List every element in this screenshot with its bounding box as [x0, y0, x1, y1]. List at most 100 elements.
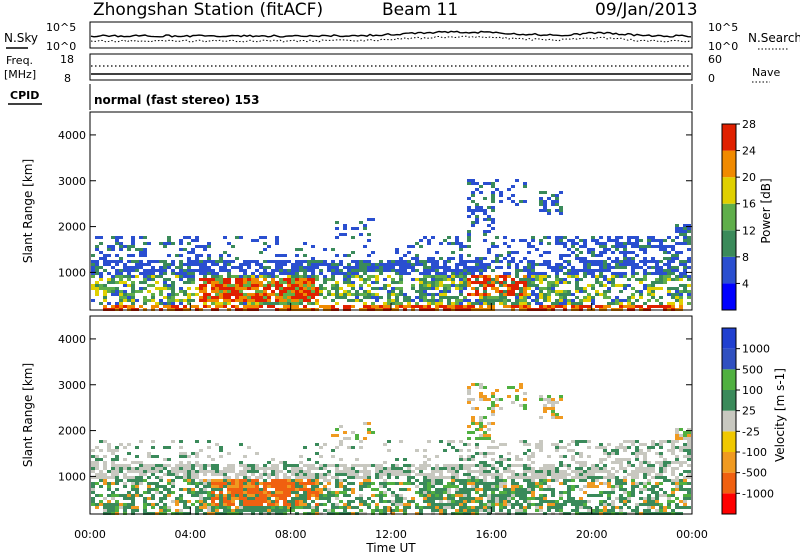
heatmap-cell	[463, 269, 467, 272]
heatmap-cell	[479, 482, 483, 485]
heatmap-cell	[423, 269, 427, 272]
heatmap-cell	[215, 482, 219, 485]
heatmap-cell	[167, 509, 171, 512]
heatmap-cell	[287, 506, 291, 509]
heatmap-cell	[643, 260, 647, 263]
heatmap-cell	[475, 209, 479, 212]
heatmap-cell	[139, 482, 143, 485]
heatmap-cell	[607, 281, 611, 284]
heatmap-cell	[95, 461, 99, 464]
heatmap-cell	[415, 260, 419, 263]
heatmap-cell	[679, 461, 683, 464]
heatmap-cell	[639, 470, 643, 473]
heatmap-cell	[603, 305, 607, 308]
heatmap-cell	[407, 305, 411, 308]
heatmap-cell	[631, 452, 635, 455]
heatmap-cell	[131, 500, 135, 503]
heatmap-cell	[271, 494, 275, 497]
heatmap-cell	[263, 284, 267, 287]
heatmap-cell	[543, 488, 547, 491]
heatmap-cell	[571, 242, 575, 245]
heatmap-cell	[563, 482, 567, 485]
heatmap-cell	[351, 299, 355, 302]
heatmap-cell	[475, 407, 479, 410]
heatmap-cell	[399, 257, 403, 260]
heatmap-cell	[683, 506, 687, 509]
heatmap-cell	[571, 440, 575, 443]
heatmap-cell	[679, 242, 683, 245]
heatmap-cell	[251, 278, 255, 281]
heatmap-cell	[275, 491, 279, 494]
heatmap-cell	[423, 263, 427, 266]
heatmap-cell	[447, 497, 451, 500]
heatmap-cell	[551, 494, 555, 497]
heatmap-cell	[583, 440, 587, 443]
heatmap-cell	[607, 236, 611, 239]
heatmap-cell	[447, 266, 451, 269]
heatmap-cell	[131, 269, 135, 272]
heatmap-cell	[127, 506, 131, 509]
heatmap-cell	[419, 491, 423, 494]
heatmap-cell	[271, 491, 275, 494]
heatmap-cell	[567, 467, 571, 470]
heatmap-cell	[479, 293, 483, 296]
heatmap-cell	[211, 482, 215, 485]
heatmap-cell	[395, 305, 399, 308]
heatmap-cell	[399, 494, 403, 497]
heatmap-cell	[315, 260, 319, 263]
heatmap-cell	[315, 299, 319, 302]
heatmap-cell	[523, 281, 527, 284]
heatmap-cell	[107, 302, 111, 305]
heatmap-cell	[603, 296, 607, 299]
heatmap-cell	[147, 299, 151, 302]
heatmap-cell	[467, 215, 471, 218]
heatmap-cell	[323, 467, 327, 470]
heatmap-cell	[639, 482, 643, 485]
heatmap-cell	[119, 242, 123, 245]
heatmap-cell	[575, 278, 579, 281]
heatmap-cell	[435, 281, 439, 284]
heatmap-cell	[375, 278, 379, 281]
heatmap-cell	[279, 479, 283, 482]
heatmap-cell	[679, 251, 683, 254]
heatmap-cell	[251, 488, 255, 491]
heatmap-cell	[447, 290, 451, 293]
heatmap-cell	[551, 410, 555, 413]
heatmap-cell	[219, 257, 223, 260]
heatmap-cell	[475, 275, 479, 278]
heatmap-cell	[323, 305, 327, 308]
nsky-panel	[89, 21, 693, 49]
heatmap-cell	[315, 275, 319, 278]
heatmap-cell	[403, 506, 407, 509]
heatmap-cell	[387, 299, 391, 302]
heatmap-cell	[179, 272, 183, 275]
heatmap-cell	[171, 296, 175, 299]
heatmap-cell	[95, 506, 99, 509]
heatmap-cell	[563, 272, 567, 275]
heatmap-cell	[135, 482, 139, 485]
heatmap-cell	[111, 281, 115, 284]
heatmap-cell	[423, 266, 427, 269]
heatmap-cell	[487, 275, 491, 278]
heatmap-cell	[203, 290, 207, 293]
heatmap-cell	[567, 443, 571, 446]
heatmap-cell	[687, 260, 691, 263]
heatmap-cell	[631, 488, 635, 491]
heatmap-cell	[559, 482, 563, 485]
heatmap-cell	[679, 278, 683, 281]
heatmap-cell	[335, 476, 339, 479]
heatmap-cell	[103, 260, 107, 263]
heatmap-cell	[551, 506, 555, 509]
heatmap-cell	[207, 506, 211, 509]
heatmap-cell	[519, 239, 523, 242]
heatmap-cell	[143, 506, 147, 509]
heatmap-cell	[195, 494, 199, 497]
heatmap-cell	[591, 239, 595, 242]
heatmap-cell	[639, 266, 643, 269]
heatmap-cell	[471, 398, 475, 401]
heatmap-cell	[655, 482, 659, 485]
heatmap-cell	[235, 290, 239, 293]
heatmap-cell	[523, 398, 527, 401]
heatmap-cell	[251, 296, 255, 299]
heatmap-cell	[303, 488, 307, 491]
